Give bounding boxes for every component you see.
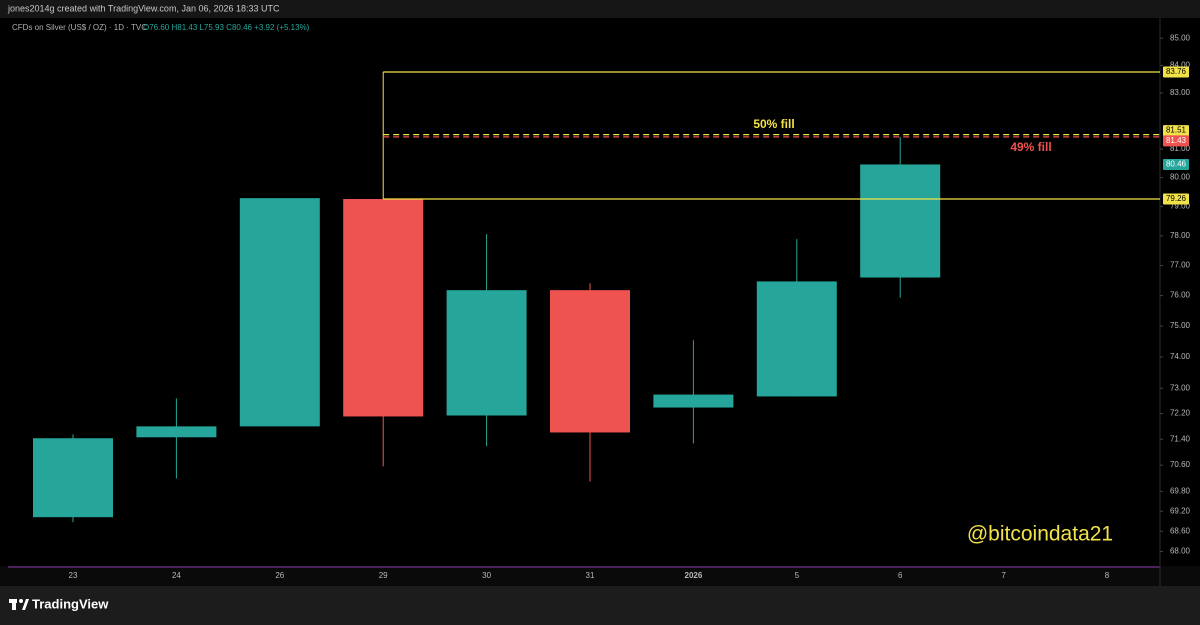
y-tick-label: 81.00 bbox=[1170, 144, 1191, 153]
y-tick-label: 70.60 bbox=[1170, 460, 1191, 469]
price-label: 81.43 bbox=[1166, 136, 1187, 145]
header-bar bbox=[0, 0, 1200, 18]
footer-text: TradingView bbox=[32, 596, 109, 611]
candle-body bbox=[653, 394, 734, 408]
header-text: jones2014g created with TradingView.com,… bbox=[7, 3, 280, 13]
candle-body bbox=[446, 290, 527, 416]
price-label: 83.76 bbox=[1166, 67, 1187, 76]
x-tick-label: 23 bbox=[69, 571, 78, 580]
x-tick-label: 2026 bbox=[685, 571, 703, 580]
y-tick-label: 78.00 bbox=[1170, 231, 1191, 240]
x-tick-label: 6 bbox=[898, 571, 903, 580]
level-annotation: 49% fill bbox=[1010, 140, 1051, 154]
y-tick-label: 74.00 bbox=[1170, 352, 1191, 361]
y-tick-label: 79.00 bbox=[1170, 202, 1191, 211]
y-tick-label: 73.00 bbox=[1170, 383, 1191, 392]
x-tick-label: 7 bbox=[1001, 571, 1006, 580]
y-tick-label: 68.60 bbox=[1170, 526, 1191, 535]
x-tick-label: 8 bbox=[1105, 571, 1110, 580]
logo-shape bbox=[22, 599, 29, 610]
y-tick-label: 83.00 bbox=[1170, 88, 1191, 97]
price-label-bg bbox=[1163, 125, 1189, 137]
price-label: 81.51 bbox=[1166, 126, 1187, 135]
x-tick-label: 26 bbox=[275, 571, 284, 580]
candle-body bbox=[239, 198, 320, 427]
x-tick-label: 31 bbox=[586, 571, 595, 580]
y-tick-label: 69.20 bbox=[1170, 506, 1191, 515]
candle-body bbox=[860, 164, 941, 278]
y-tick-label: 71.40 bbox=[1170, 434, 1191, 443]
legend-symbol: CFDs on Silver (US$ / OZ) · 1D · TVC bbox=[12, 23, 147, 32]
logo-shape bbox=[19, 599, 23, 603]
y-tick-label: 75.00 bbox=[1170, 321, 1191, 330]
candle-body bbox=[33, 438, 113, 518]
price-label-bg bbox=[1163, 135, 1189, 147]
price-label-bg bbox=[1163, 158, 1189, 170]
candle-body bbox=[136, 426, 217, 438]
y-tick-label: 85.00 bbox=[1170, 33, 1191, 42]
candle-body bbox=[343, 199, 424, 417]
x-tick-label: 30 bbox=[482, 571, 491, 580]
x-tick-label: 29 bbox=[379, 571, 388, 580]
watermark: @bitcoindata21 bbox=[967, 523, 1113, 546]
candle-body bbox=[756, 281, 837, 397]
footer-logo: TradingView bbox=[9, 596, 109, 611]
logo-shape bbox=[12, 599, 16, 610]
y-tick-label: 72.20 bbox=[1170, 409, 1191, 418]
legend-ohlc: O76.60 H81.43 L75.93 C80.46 +3.92 (+5.13… bbox=[143, 23, 310, 32]
price-label: 79.26 bbox=[1166, 194, 1187, 203]
level-annotation: 50% fill bbox=[753, 117, 794, 131]
y-tick-label: 84.00 bbox=[1170, 61, 1191, 70]
price-label: 80.46 bbox=[1166, 160, 1187, 169]
x-tick-label: 5 bbox=[795, 571, 800, 580]
y-tick-label: 76.00 bbox=[1170, 291, 1191, 300]
candle-body bbox=[550, 290, 630, 433]
price-label-bg bbox=[1163, 66, 1189, 78]
price-label-bg bbox=[1163, 193, 1189, 205]
y-tick-label: 69.80 bbox=[1170, 486, 1191, 495]
y-tick-label: 68.00 bbox=[1170, 547, 1191, 556]
y-tick-label: 77.00 bbox=[1170, 261, 1191, 270]
y-tick-label: 80.00 bbox=[1170, 173, 1191, 182]
x-axis-bar bbox=[0, 566, 1200, 586]
x-tick-label: 24 bbox=[172, 571, 181, 580]
footer-bar bbox=[0, 586, 1200, 625]
